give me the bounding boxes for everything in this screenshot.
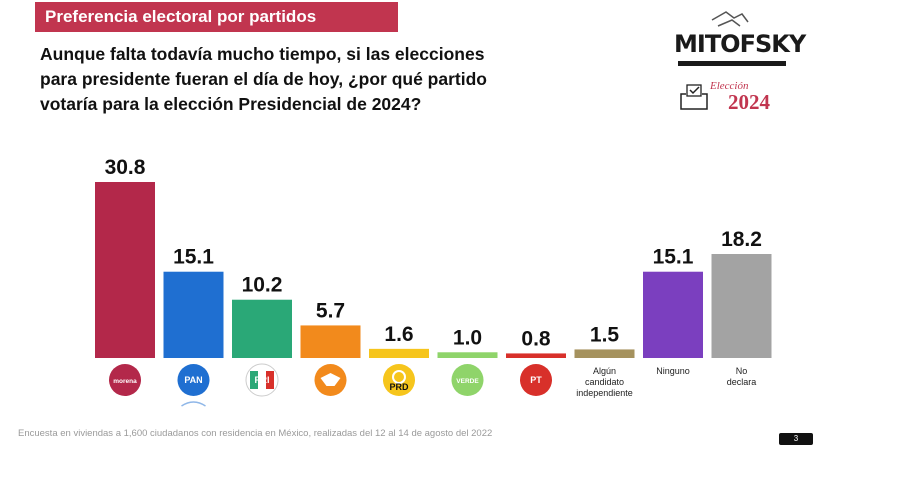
bar xyxy=(300,325,361,358)
question-line: para presidente fueran el día de hoy, ¿p… xyxy=(40,69,487,89)
ballot-box-icon xyxy=(680,84,708,110)
logo-name: MITOFSKY xyxy=(674,30,806,58)
logo-strip xyxy=(678,61,786,66)
page-number: 3 xyxy=(779,433,813,445)
svg-text:VERDE: VERDE xyxy=(456,378,479,385)
category-label: independiente xyxy=(576,388,633,398)
bar-value-label: 0.8 xyxy=(521,327,551,350)
svg-text:PT: PT xyxy=(530,375,542,385)
mitofsky-logo: MITOFSKY Elección 2024 xyxy=(674,8,806,120)
logo-election-label: Elección xyxy=(710,80,749,92)
mc-eagle-logo-icon xyxy=(314,364,347,396)
bar xyxy=(711,254,772,358)
preference-bar-chart: 30.8 morena 15.1 PAN 10.2 PRI 5.7 1.6 PRD 1.0 VERD… xyxy=(95,156,772,407)
bar-value-label: 5.7 xyxy=(316,299,345,322)
pri-logo-icon: PRI xyxy=(245,363,279,397)
svg-text:PRI: PRI xyxy=(254,375,269,385)
morena-logo-icon: morena xyxy=(109,364,141,396)
section-banner: Preferencia electoral por partidos xyxy=(35,2,398,32)
category-label: Algún xyxy=(593,366,616,376)
verde-logo-icon: VERDE xyxy=(451,364,484,396)
bar-value-label: 18.2 xyxy=(721,228,762,251)
survey-question: Aunque falta todavía mucho tiempo, si la… xyxy=(40,42,600,117)
bar xyxy=(369,348,429,358)
bar xyxy=(163,271,224,358)
logo-year: 2024 xyxy=(728,90,770,114)
question-line: Aunque falta todavía mucho tiempo, si la… xyxy=(40,44,485,64)
svg-text:PRD: PRD xyxy=(389,382,409,392)
logo-swoosh-icon xyxy=(711,11,749,27)
bar xyxy=(437,352,498,358)
category-label: declara xyxy=(727,377,757,387)
footnote: Encuesta en viviendas a 1,600 ciudadanos… xyxy=(18,428,493,439)
bar-value-label: 1.5 xyxy=(590,323,620,346)
svg-text:morena: morena xyxy=(113,378,137,385)
bar-value-label: 10.2 xyxy=(242,274,283,297)
pan-logo-icon: PAN xyxy=(177,364,210,407)
prd-sun-logo-icon: PRD xyxy=(383,364,415,396)
bar-value-label: 1.0 xyxy=(453,326,482,349)
bar xyxy=(232,299,292,358)
bar xyxy=(574,349,635,358)
bar-value-label: 1.6 xyxy=(384,323,413,346)
bar-value-label: 30.8 xyxy=(105,156,146,179)
bar xyxy=(95,182,155,358)
bar xyxy=(643,271,703,358)
category-label: Ninguno xyxy=(656,366,690,376)
pt-star-logo-icon: PT xyxy=(520,364,552,396)
bar-value-label: 15.1 xyxy=(653,246,694,269)
bar xyxy=(506,353,566,358)
bar-value-label: 15.1 xyxy=(173,246,214,269)
category-label: No xyxy=(736,366,748,376)
svg-text:PAN: PAN xyxy=(184,375,202,385)
question-line: votaría para la elección Presidencial de… xyxy=(40,94,422,114)
category-label: candidato xyxy=(585,377,624,387)
